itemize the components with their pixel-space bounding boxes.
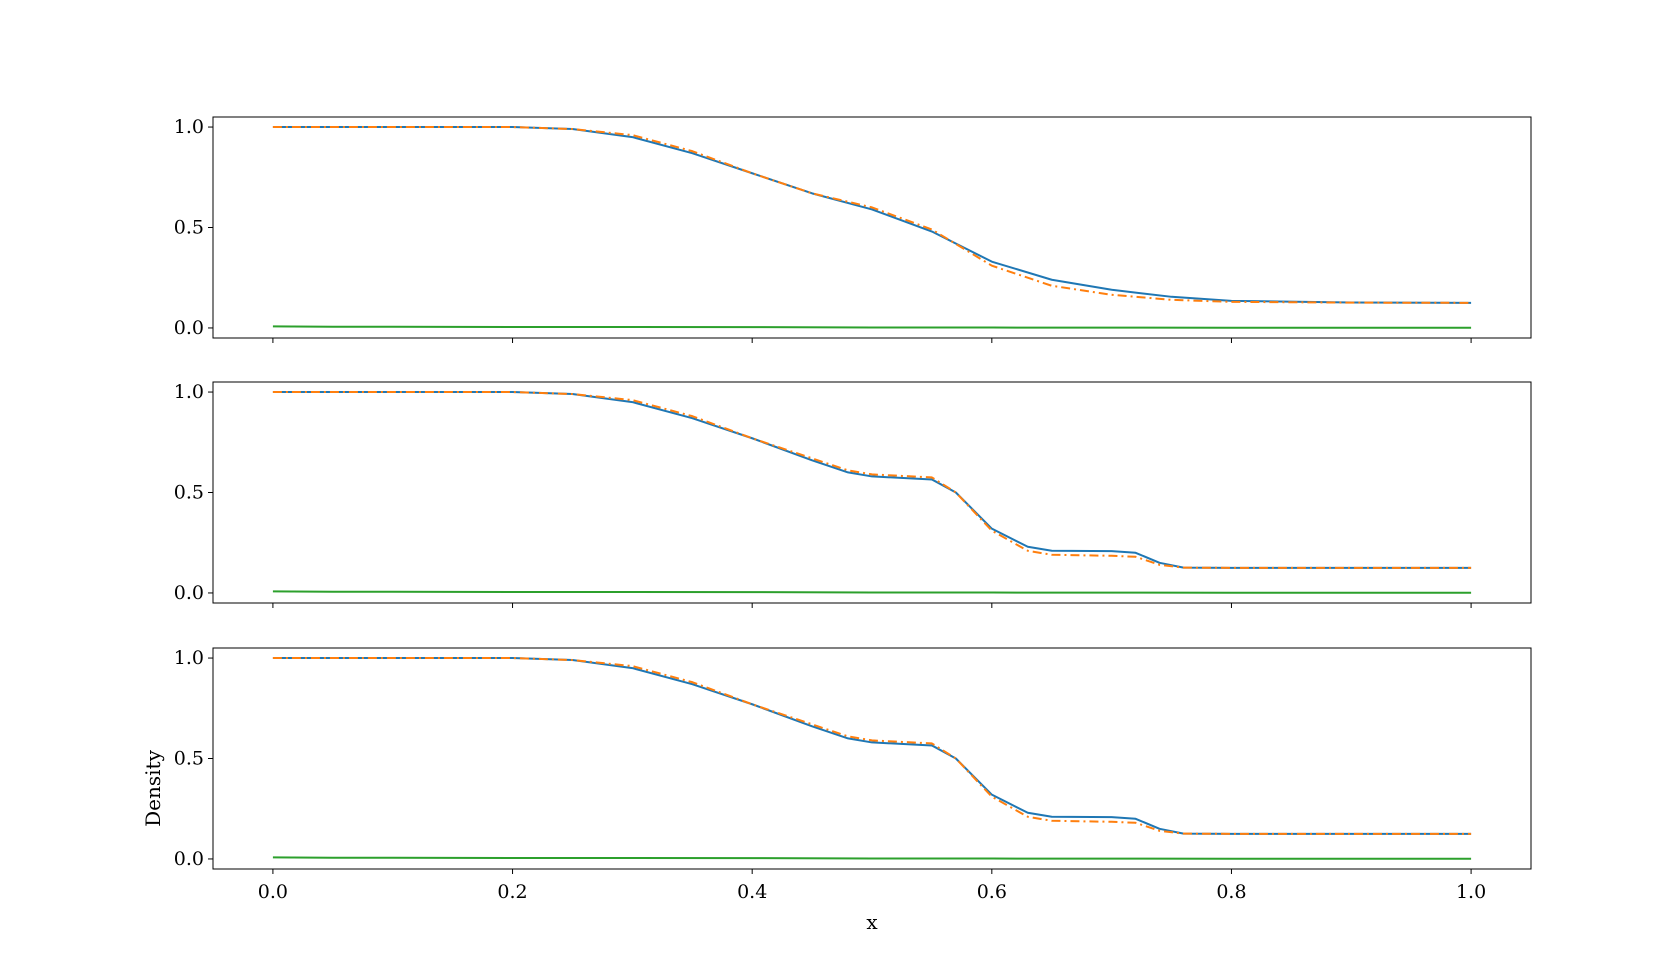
y-tick-label: 0.5 (174, 217, 204, 239)
x-axis-label: x (866, 910, 878, 934)
x-tick-label: 0.4 (737, 881, 767, 903)
x-tick-label: 0.8 (1216, 881, 1246, 903)
series-line-2 (272, 126, 1472, 304)
series-line-3 (272, 856, 1472, 860)
x-tick-label: 0.2 (497, 881, 527, 903)
x-tick-label: 0.0 (258, 881, 288, 903)
series-line-2 (272, 657, 1472, 835)
y-tick-label: 0.5 (174, 482, 204, 504)
y-tick-label: 1.0 (174, 116, 204, 138)
subplot-3: 0.0 0.5 1.0 0.0 0.2 0.4 0.6 0.8 1.0 x Density (141, 647, 1532, 934)
y-tick-label: 0.0 (174, 317, 204, 339)
y-tick-label: 0.0 (174, 582, 204, 604)
series-line-2 (272, 391, 1472, 569)
y-tick-label: 1.0 (174, 381, 204, 403)
subplot-2: 0.0 0.5 1.0 (174, 381, 1532, 608)
series-line-3 (272, 590, 1472, 594)
x-tick-label: 1.0 (1456, 881, 1486, 903)
x-tick-label: 0.6 (977, 881, 1007, 903)
y-tick-label: 0.0 (174, 848, 204, 870)
series-line-1 (272, 391, 1472, 569)
series-line-1 (272, 657, 1472, 835)
y-tick-label: 0.5 (174, 748, 204, 770)
y-axis-label: Density (141, 749, 165, 826)
subplot-1: 0.0 0.5 1.0 (174, 116, 1532, 343)
y-tick-label: 1.0 (174, 647, 204, 669)
series-line-3 (272, 325, 1472, 329)
